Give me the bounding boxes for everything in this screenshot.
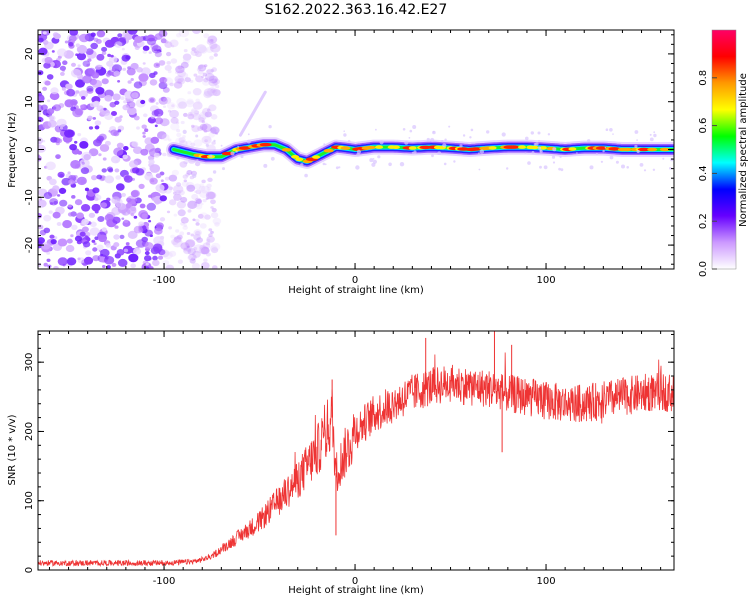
colorbar-tick-label: 0.6 (698, 118, 709, 134)
snr-ytick-label: 100 (24, 491, 35, 510)
snr-xtick-label: -100 (153, 576, 176, 587)
snr-frame (37, 330, 675, 571)
colorbar: 0.0 0.2 0.4 0.6 0.8 Normalized spectral ampl… (698, 29, 749, 277)
spectrogram-xtick-label: 0 (352, 275, 358, 286)
snr-ytick-label: 300 (24, 353, 35, 372)
colorbar-tick-label: 0.4 (698, 165, 709, 181)
spectrogram-xtick-label: -100 (153, 275, 176, 286)
figure-title: S162.2022.363.16.42.E27 (265, 2, 448, 18)
colorbar-frame (711, 29, 737, 270)
snr-xtick-label: 0 (352, 576, 358, 587)
colorbar-tick-label: 0.0 (698, 261, 709, 277)
snr-xlabel: Height of straight line (km) (288, 585, 424, 596)
snr-ytick-label: 0 (24, 567, 35, 573)
spectrogram-ytick-label: 10 (24, 95, 35, 108)
spectrogram-ytick-label: -10 (24, 189, 35, 205)
signal-ridge (166, 125, 674, 178)
snr-panel: -100 0 100 0 100 200 300 Height of straight li… (7, 330, 675, 596)
snr-ylabel: SNR (10 * v/v) (7, 414, 18, 485)
colorbar-tick-label: 0.8 (698, 70, 709, 86)
snr-content (38, 331, 674, 567)
noise-scatter (38, 30, 222, 269)
spectrogram-content (38, 30, 674, 269)
colorbar-tick-label: 0.2 (698, 213, 709, 229)
spectrogram-ylabel: Frequency (Hz) (7, 112, 18, 188)
colorbar-gradient (712, 30, 736, 269)
snr-ytick-label: 200 (24, 422, 35, 441)
snr-series-line (38, 352, 674, 567)
snr-xtick-label: 100 (536, 576, 555, 587)
spectrogram-ytick-label: 20 (24, 48, 35, 61)
spectrogram-xtick-label: 100 (536, 275, 555, 286)
spectrogram-ytick-label: 0 (24, 146, 35, 152)
spectrogram-xlabel: Height of straight line (km) (288, 285, 424, 296)
snr-ticks: -100 0 100 0 100 200 300 (24, 331, 674, 587)
colorbar-label: Normalized spectral amplitude (738, 73, 749, 227)
colorbar-ticks: 0.0 0.2 0.4 0.6 0.8 (698, 70, 717, 277)
spectrogram-ytick-label: -20 (24, 237, 35, 253)
